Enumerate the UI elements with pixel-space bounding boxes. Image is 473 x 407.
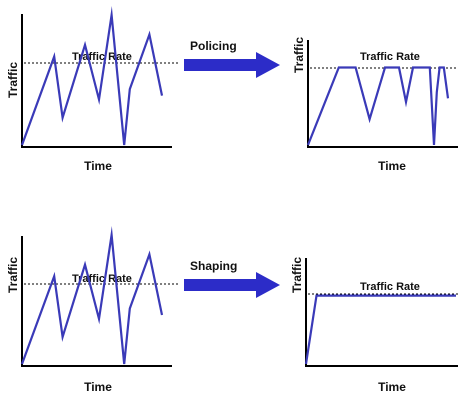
traffic-series (304, 294, 456, 365)
y-axis-label: Traffic (292, 37, 306, 73)
shaping-label: Shaping (190, 259, 237, 273)
policing-label: Policing (190, 39, 237, 53)
x-axis-label: Time (84, 380, 112, 394)
traffic-series (20, 226, 164, 365)
panel-policing-result: Traffic Rate Traffic Time (292, 37, 458, 173)
axes (305, 258, 458, 367)
traffic-rate-label: Traffic Rate (360, 281, 420, 293)
traffic-rate-label: Traffic Rate (360, 51, 420, 63)
x-axis-label: Time (84, 159, 112, 173)
y-axis-label: Traffic (290, 257, 304, 293)
y-axis-label: Traffic (6, 62, 20, 98)
axes (21, 14, 172, 148)
right-arrow-icon (184, 52, 280, 78)
axes (21, 236, 172, 367)
traffic-series (20, 5, 164, 146)
axes (307, 40, 458, 148)
shaping-transition: Shaping (184, 259, 280, 298)
x-axis-label: Time (378, 159, 406, 173)
panel-input-bottom: Traffic Rate Traffic Time (6, 226, 180, 394)
panel-shaping-result: Traffic Rate Traffic Time (290, 257, 458, 394)
panel-input-top: Traffic Rate Traffic Time (6, 5, 180, 173)
x-axis-label: Time (378, 380, 406, 394)
right-arrow-icon (184, 272, 280, 298)
policing-transition: Policing (184, 39, 280, 78)
y-axis-label: Traffic (6, 257, 20, 293)
traffic-series (306, 66, 450, 146)
